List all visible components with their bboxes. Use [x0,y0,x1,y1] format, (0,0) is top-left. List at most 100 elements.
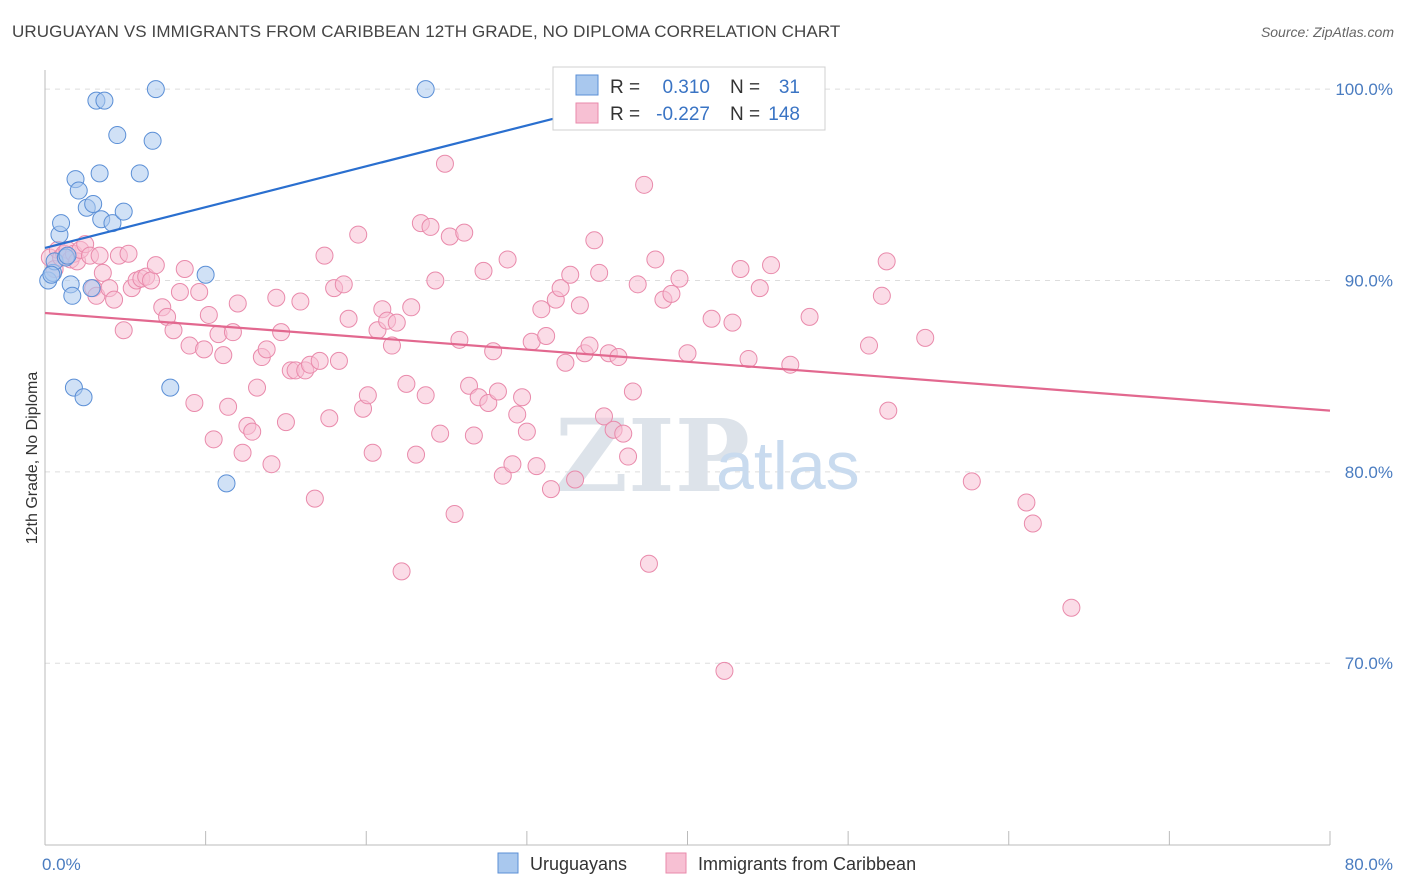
caribbean-point [1023,514,1042,533]
uruguayan-point [114,202,133,221]
legend-label-caribbean: Immigrants from Caribbean [698,854,916,874]
caribbean-point [508,405,527,424]
caribbean-point [305,489,324,508]
y-tick-label: 100.0% [1335,80,1393,99]
x-tick-label: 80.0% [1345,855,1393,874]
caribbean-point [228,294,247,313]
caribbean-point [382,336,401,355]
caribbean-point [349,225,368,244]
caribbean-point [1062,598,1081,617]
caribbean-point [566,470,585,489]
caribbean-point [517,422,536,441]
bottom-legend: Uruguayans Immigrants from Caribbean [497,852,916,874]
chart-title: URUGUAYAN VS IMMIGRANTS FROM CARIBBEAN 1… [12,22,841,41]
caribbean-point [488,382,507,401]
watermark-zip: ZIP [555,397,750,515]
caribbean-trend-line [44,311,1331,412]
caribbean-point [320,409,339,428]
caribbean-point [585,231,604,250]
uruguayan-point [90,164,109,183]
caribbean-point [723,313,742,332]
caribbean-point [105,290,124,309]
stats-n-value-1: 31 [779,77,800,98]
caribbean-point [532,300,551,319]
caribbean-point [387,313,406,332]
uruguayan-point [146,80,165,99]
caribbean-point [570,296,589,315]
caribbean-point [397,374,416,393]
caribbean-point [1017,493,1036,512]
uruguayan-point [63,286,82,305]
uruguayan-point [84,194,103,213]
caribbean-point [243,422,262,441]
caribbean-point [248,378,267,397]
caribbean-point [877,252,896,271]
caribbean-point [678,344,697,363]
uruguayan-point [108,126,127,145]
caribbean-point [402,298,421,317]
caribbean-point [175,260,194,279]
caribbean-point [474,261,493,280]
caribbean-point [315,246,334,265]
caribbean-point [580,336,599,355]
uruguayan-point [416,80,435,99]
axis-layer [44,70,1331,846]
caribbean-point [334,275,353,294]
uruguayan-point [52,214,71,233]
chart-source: Source: ZipAtlas.com [1260,24,1394,40]
y-tick-label: 70.0% [1345,654,1393,673]
stats-swatch-uruguayans [575,74,599,96]
caribbean-point [142,271,161,290]
caribbean-point [702,309,721,328]
uruguayan-point [217,474,236,493]
caribbean-point [460,376,479,395]
caribbean-point [750,279,769,298]
legend-swatch-caribbean [665,852,687,874]
caribbean-point [190,282,209,301]
caribbean-point [493,466,512,485]
caribbean-point [392,562,411,581]
caribbean-point [628,275,647,294]
caribbean-point [262,455,281,474]
caribbean-point [90,246,109,265]
stats-r-label-2: R = [610,104,640,125]
caribbean-point [291,292,310,311]
uruguayan-point [143,131,162,150]
caribbean-point [594,407,613,426]
stats-swatch-caribbean [575,102,599,124]
caribbean-point [214,346,233,365]
uruguayan-point [74,388,93,407]
caribbean-point [479,393,498,412]
uruguayan-point [82,279,101,298]
caribbean-point [257,340,276,359]
caribbean-point [527,457,546,476]
trend-lines [44,88,1331,412]
caribbean-point [329,351,348,370]
caribbean-point [860,336,879,355]
stats-r-value-2: -0.227 [656,104,710,125]
uruguayan-point [69,181,88,200]
caribbean-point [199,305,218,324]
caribbean-point [146,256,165,275]
caribbean-point [513,388,532,407]
caribbean-point [731,260,750,279]
caribbean-point [590,263,609,282]
y-axis-label: 12th Grade, No Diploma [24,372,41,545]
series-caribbean-points [40,80,1081,680]
stats-n-label-2: N = [730,104,760,125]
caribbean-point [416,386,435,405]
caribbean-point [464,426,483,445]
caribbean-point [635,175,654,194]
caribbean-point [435,154,454,173]
caribbean-point [498,250,517,269]
caribbean-point [276,413,295,432]
watermark: ZIP atlas [555,397,860,515]
caribbean-point [556,353,575,372]
caribbean-point [358,386,377,405]
stats-legend-box: R = 0.310 N = 31 R = -0.227 N = 148 [552,66,826,131]
caribbean-point [762,256,781,275]
y-tick-label: 90.0% [1345,271,1393,290]
caribbean-point [455,223,474,242]
caribbean-point [310,351,329,370]
uruguayan-point [42,265,61,284]
